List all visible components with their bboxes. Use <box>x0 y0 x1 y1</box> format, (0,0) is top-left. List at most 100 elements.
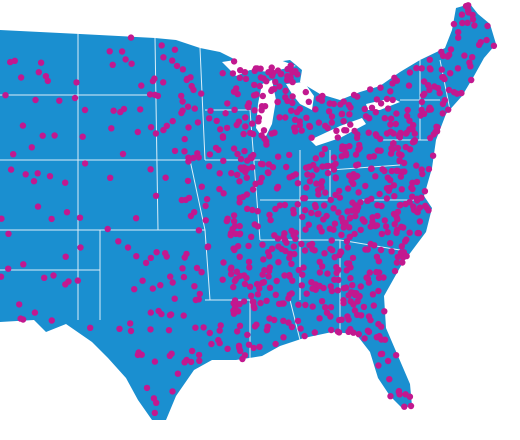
location-dot <box>19 122 27 129</box>
location-dot <box>196 357 203 364</box>
location-dot <box>369 214 376 221</box>
location-dot <box>291 116 299 124</box>
location-dot <box>230 58 238 65</box>
location-dot <box>450 20 458 28</box>
location-dot <box>391 74 398 82</box>
location-dot <box>409 185 416 193</box>
location-dot <box>425 207 432 214</box>
location-dot <box>236 74 243 82</box>
location-dot <box>319 163 326 170</box>
location-dot <box>142 259 150 267</box>
location-dot <box>321 250 328 257</box>
location-dot <box>192 296 199 304</box>
location-dot <box>338 231 345 238</box>
location-dot <box>50 272 57 279</box>
location-dot <box>354 93 361 100</box>
location-dot <box>340 297 347 304</box>
location-dot <box>447 46 455 53</box>
location-dot <box>484 22 491 30</box>
location-dot <box>438 66 445 73</box>
location-dot <box>447 70 454 77</box>
location-dot <box>241 352 249 359</box>
location-dot <box>179 66 187 73</box>
location-dot <box>330 226 337 233</box>
location-dot <box>286 254 293 262</box>
location-dot <box>178 109 185 117</box>
location-dot <box>370 302 377 309</box>
location-dot <box>258 107 265 114</box>
location-dot <box>361 105 368 113</box>
location-dot <box>413 162 420 169</box>
location-dot <box>108 125 115 132</box>
location-dot <box>187 74 194 81</box>
location-dot <box>285 319 292 326</box>
location-dot <box>236 253 243 260</box>
location-dot <box>340 98 347 105</box>
location-dot <box>169 57 176 64</box>
location-dot <box>265 273 272 280</box>
location-dot <box>384 105 392 112</box>
location-dot <box>256 343 263 350</box>
location-dot <box>254 291 262 298</box>
location-dot <box>357 226 364 234</box>
location-dot <box>390 130 397 137</box>
location-dot <box>351 127 358 135</box>
location-dot <box>227 265 234 273</box>
location-dot <box>378 202 385 210</box>
location-dot <box>315 95 322 102</box>
location-dot <box>301 247 309 254</box>
location-dot <box>272 340 279 348</box>
location-dot <box>406 117 413 124</box>
location-dot <box>301 207 309 214</box>
location-dot <box>206 329 213 337</box>
location-dot <box>377 84 384 91</box>
location-dot <box>306 122 313 130</box>
location-dot <box>298 127 305 134</box>
location-dot <box>268 64 275 71</box>
location-dot <box>301 332 308 340</box>
location-dot <box>302 226 309 233</box>
location-dot <box>440 74 447 81</box>
location-dot <box>438 48 445 56</box>
location-dot <box>204 243 211 251</box>
location-dot <box>143 384 151 392</box>
location-dot <box>380 274 387 281</box>
location-dot <box>236 231 243 238</box>
location-dot <box>328 326 335 334</box>
location-dot <box>389 80 396 87</box>
location-dot <box>343 238 351 245</box>
location-dot <box>120 105 128 113</box>
location-dot <box>322 304 329 311</box>
location-dot <box>400 159 408 167</box>
location-dot <box>298 282 305 289</box>
location-dot <box>362 246 369 253</box>
location-dot <box>277 70 284 78</box>
location-dot <box>318 151 326 158</box>
location-dot <box>434 84 442 92</box>
location-dot <box>77 244 84 251</box>
location-dot <box>316 224 323 231</box>
location-dot <box>171 46 179 53</box>
location-dot <box>490 42 498 49</box>
location-dot <box>316 269 324 276</box>
location-dot <box>255 118 262 125</box>
location-dot <box>190 154 197 162</box>
location-dot <box>377 100 385 107</box>
location-dot <box>377 246 385 254</box>
location-dot <box>296 121 303 129</box>
location-dot <box>302 301 309 309</box>
location-dot <box>330 166 338 173</box>
location-dot <box>244 331 251 338</box>
location-dot <box>369 291 377 298</box>
location-dot <box>328 119 335 126</box>
location-dot <box>384 357 392 365</box>
location-dot <box>354 161 362 168</box>
location-dot <box>358 312 365 319</box>
location-dot <box>242 114 249 121</box>
location-dot <box>383 95 391 103</box>
location-dot <box>434 124 441 131</box>
location-dot <box>272 205 279 213</box>
location-dot <box>291 125 298 132</box>
location-dot <box>315 210 322 217</box>
location-dot <box>236 222 243 230</box>
